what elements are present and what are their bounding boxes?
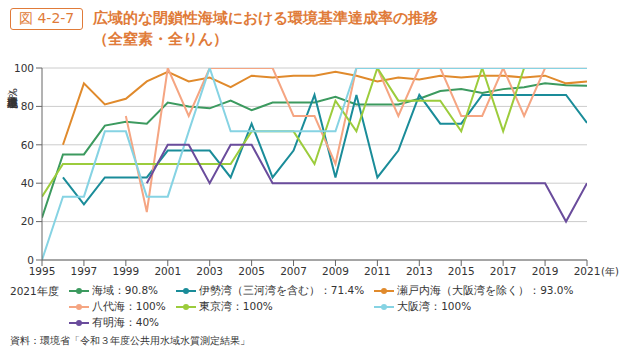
svg-text:80: 80: [21, 100, 34, 112]
html-text:広域的な閉鎖性海域における環境基準達成率の推移: 広域的な閉鎖性海域における環境基準達成率の推移: [93, 9, 439, 27]
svg-text:1999: 1999: [112, 265, 139, 277]
svg-text:1997: 1997: [71, 265, 98, 277]
svg-text:2009: 2009: [322, 265, 349, 277]
svg-text:2015: 2015: [448, 265, 475, 277]
html-text:大阪湾：100%: 大阪湾：100%: [397, 300, 472, 312]
svg-text:2003: 2003: [196, 265, 223, 277]
svg-text:40: 40: [21, 177, 34, 189]
html-text:環境基準達成率（%）: 環境基準達成率（%）: [6, 88, 19, 99]
svg-text:1995: 1995: [29, 265, 56, 277]
html-text:(年): (年): [601, 266, 619, 277]
html-text:東京湾：100%: 東京湾：100%: [198, 300, 273, 312]
html-text:2021年度: 2021年度: [10, 285, 59, 297]
html-text:八代海：100%: 八代海：100%: [91, 300, 166, 312]
html-text:（全窒素・全りん）: （全窒素・全りん）: [93, 30, 229, 48]
svg-text:20: 20: [21, 215, 34, 227]
svg-text:2017: 2017: [490, 265, 517, 277]
svg-text:2013: 2013: [406, 265, 433, 277]
html-text:有明海：40%: 有明海：40%: [91, 316, 160, 328]
svg-text:60: 60: [21, 139, 34, 151]
svg-text:2005: 2005: [238, 265, 265, 277]
svg-text:2021: 2021: [574, 265, 601, 277]
svg-text:0: 0: [27, 254, 34, 266]
svg-text:2001: 2001: [154, 265, 181, 277]
html-text:図 4-2-7: 図 4-2-7: [19, 10, 75, 26]
html-text:海域：90.8%: 海域：90.8%: [91, 284, 159, 296]
svg-text:2011: 2011: [364, 265, 391, 277]
html-text:伊勢湾（三河湾を含む）：71.4%: 伊勢湾（三河湾を含む）：71.4%: [198, 284, 365, 296]
svg-text:2007: 2007: [280, 265, 307, 277]
svg-text:100: 100: [14, 62, 34, 74]
svg-text:2019: 2019: [532, 265, 559, 277]
html-text:瀬戸内海（大阪湾を除く）：93.0%: 瀬戸内海（大阪湾を除く）：93.0%: [397, 284, 574, 296]
html-text:資料：環境省「令和３年度公共用水域水質測定結果」: 資料：環境省「令和３年度公共用水域水質測定結果」: [10, 335, 250, 346]
